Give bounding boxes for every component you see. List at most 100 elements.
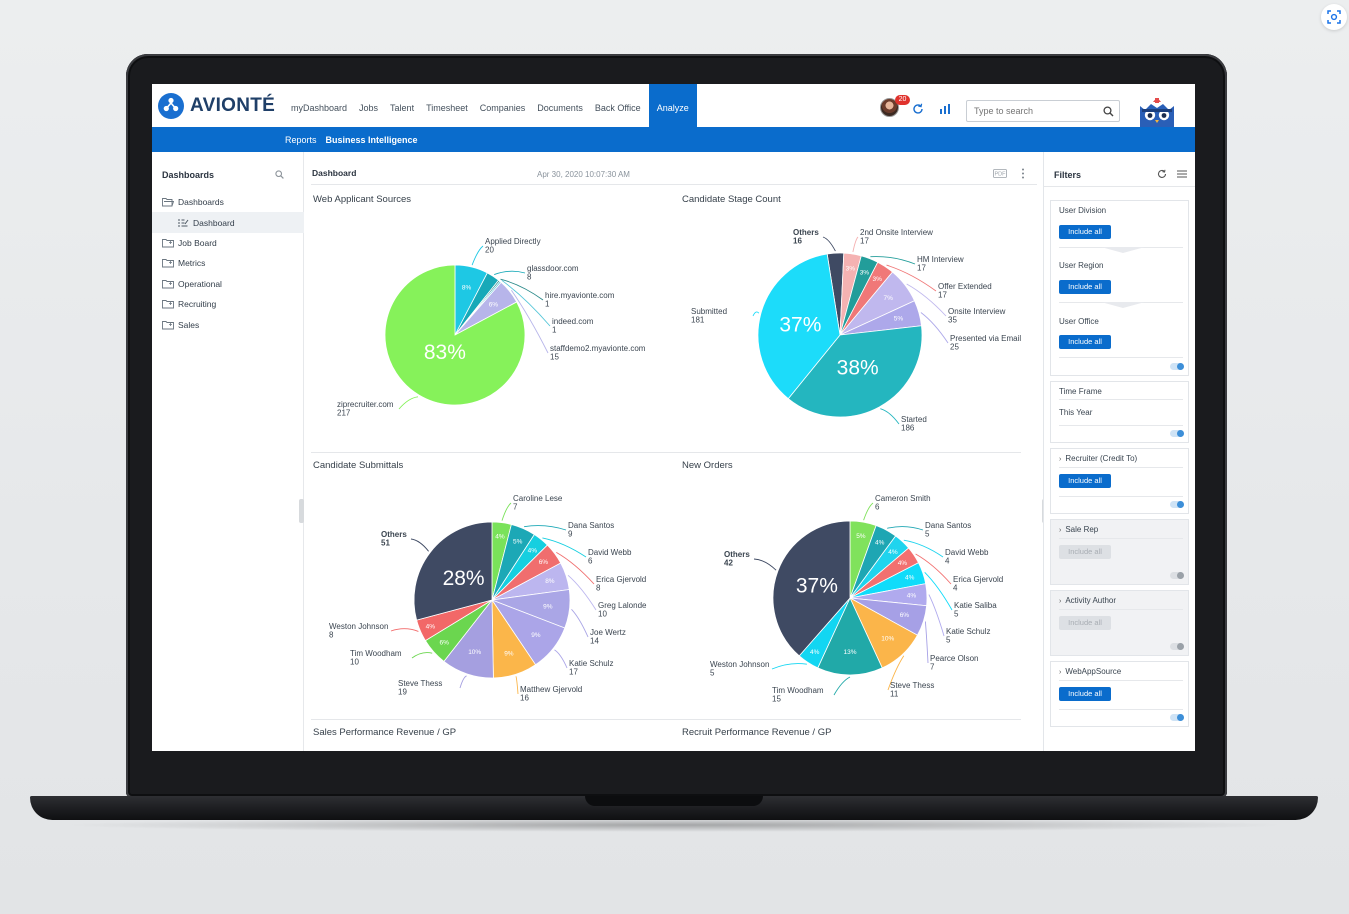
filter-toggle[interactable] xyxy=(1170,501,1184,508)
sidebar-search-icon[interactable] xyxy=(275,170,284,179)
refresh-icon[interactable] xyxy=(912,103,924,115)
nav-timesheet[interactable]: Timesheet xyxy=(426,103,468,113)
slice-value-label: 15 xyxy=(550,353,559,362)
pie-slice[interactable] xyxy=(757,253,841,400)
slice-value-label: 19 xyxy=(398,688,407,697)
filter-label-user-division: User Division xyxy=(1059,206,1107,215)
slice-percent-label: 7% xyxy=(883,295,893,302)
folder-icon xyxy=(162,259,174,268)
sidebar-item-operational[interactable]: Operational xyxy=(152,274,304,294)
leader-line xyxy=(524,525,567,531)
dashboard-header: Dashboard Apr 30, 2020 10:07:30 AM PDF xyxy=(305,152,1043,184)
nav-companies[interactable]: Companies xyxy=(479,103,526,113)
pie-slice[interactable] xyxy=(384,264,526,406)
owl-mascot-icon[interactable] xyxy=(1137,96,1177,127)
slice-percent-label: 6% xyxy=(439,640,449,647)
logo[interactable]: AVIONTÉ xyxy=(158,93,275,119)
sidebar-item-job-board[interactable]: Job Board xyxy=(152,233,304,253)
more-options-icon[interactable] xyxy=(1021,168,1025,179)
row-divider xyxy=(311,452,1021,453)
sub-nav-bar: Reports Business Intelligence xyxy=(152,127,1195,152)
include-all-user-region-button[interactable]: Include all xyxy=(1059,280,1111,294)
pie-slice[interactable] xyxy=(817,597,883,676)
include-all-user-office-button[interactable]: Include all xyxy=(1059,335,1111,349)
slice-name-label: Weston Johnson xyxy=(329,622,388,631)
slice-percent-label: 8% xyxy=(462,284,472,291)
sidebar-item-sales[interactable]: Sales xyxy=(152,314,304,334)
sidebar-item-dashboard[interactable]: Dashboard xyxy=(152,212,304,233)
leader-line xyxy=(870,256,916,265)
filter-toggle[interactable] xyxy=(1170,714,1184,721)
user-avatar-button[interactable]: 20 xyxy=(880,95,910,118)
slice-name-label: Others xyxy=(724,550,750,559)
filter-toggle xyxy=(1170,643,1184,650)
filter-value-time-frame[interactable]: This Year xyxy=(1059,408,1093,417)
slice-value-label: 51 xyxy=(381,539,390,548)
pie-slice[interactable] xyxy=(787,325,923,418)
slice-name-label: Others xyxy=(793,228,819,237)
main-nav: myDashboard Jobs Talent Timesheet Compan… xyxy=(285,84,697,127)
slice-value-label: 8 xyxy=(329,631,334,640)
filter-group-activity-author: › Activity Author Include all xyxy=(1050,590,1189,656)
slice-name-label: Caroline Lese xyxy=(513,494,563,503)
filter-label-activity-author[interactable]: › Activity Author xyxy=(1059,596,1116,605)
folder-icon xyxy=(162,320,174,329)
sidebar-item-dashboards[interactable]: Dashboards xyxy=(152,192,304,212)
nav-jobs[interactable]: Jobs xyxy=(359,103,379,113)
include-all-webappsource-button[interactable]: Include all xyxy=(1059,687,1111,701)
subnav-reports[interactable]: Reports xyxy=(285,134,317,145)
bar-chart-icon[interactable] xyxy=(939,103,951,115)
nav-documents[interactable]: Documents xyxy=(537,103,583,113)
chevron-right-icon: › xyxy=(1059,669,1062,676)
filters-menu-icon[interactable] xyxy=(1177,170,1187,178)
dashboard-list-icon xyxy=(178,219,189,227)
include-all-recruiter-button[interactable]: Include all xyxy=(1059,474,1111,488)
chevron-right-icon: › xyxy=(1059,527,1062,534)
filter-toggle[interactable] xyxy=(1170,363,1184,370)
top-bar: AVIONTÉ myDashboard Jobs Talent Timeshee… xyxy=(152,84,1195,127)
slice-value-label: 8 xyxy=(527,273,532,282)
slice-name-label: Erica Gjervold xyxy=(596,575,646,584)
filter-toggle[interactable] xyxy=(1170,430,1184,437)
leader-line xyxy=(863,502,874,521)
filter-separator xyxy=(1059,496,1183,497)
screen-capture-icon[interactable] xyxy=(1321,4,1347,30)
header-divider xyxy=(311,184,1037,185)
slice-name-label: Katie Schulz xyxy=(946,627,990,636)
pdf-export-icon[interactable]: PDF xyxy=(993,169,1007,178)
slice-value-label: 7 xyxy=(513,503,518,512)
subnav-business-intelligence[interactable]: Business Intelligence xyxy=(325,134,418,145)
leader-line xyxy=(928,594,945,637)
slice-percent-label: 6% xyxy=(900,612,910,619)
leader-line xyxy=(903,539,944,558)
slice-name-label: Presented via Email xyxy=(950,334,1021,343)
slice-value-label: 6 xyxy=(875,503,880,512)
slice-value-label: 17 xyxy=(917,264,926,273)
sidebar-collapse-handle[interactable] xyxy=(299,499,304,523)
include-all-user-division-button[interactable]: Include all xyxy=(1059,225,1111,239)
reset-filters-icon[interactable] xyxy=(1157,169,1167,179)
nav-mydashboard[interactable]: myDashboard xyxy=(291,103,348,113)
slice-percent-label: 5% xyxy=(856,533,866,540)
folder-icon xyxy=(162,239,174,248)
filter-group-user-org: User Division Include all User Region In… xyxy=(1050,200,1189,376)
search-icon[interactable] xyxy=(1103,106,1114,117)
slice-name-label: Applied Directly xyxy=(485,237,541,246)
sidebar-item-label: Dashboards xyxy=(178,197,224,208)
slice-value-label: 6 xyxy=(588,557,593,566)
sidebar-item-metrics[interactable]: Metrics xyxy=(152,253,304,273)
panel-title-web-applicant-sources: Web Applicant Sources xyxy=(313,194,412,205)
nav-talent[interactable]: Talent xyxy=(390,103,415,113)
pie-slice[interactable] xyxy=(772,520,851,657)
leader-line xyxy=(542,537,587,558)
sidebar-item-recruiting[interactable]: Recruiting xyxy=(152,294,304,314)
nav-back-office[interactable]: Back Office xyxy=(594,103,641,113)
filter-label-recruiter[interactable]: › Recruiter (Credit To) xyxy=(1059,454,1137,463)
pie-slice[interactable] xyxy=(413,521,493,621)
leader-line xyxy=(886,264,937,292)
search-input[interactable] xyxy=(974,104,1092,118)
filter-label-webappsource[interactable]: › WebAppSource xyxy=(1059,667,1121,676)
filter-label-sale-rep[interactable]: › Sale Rep xyxy=(1059,525,1098,534)
nav-analyze[interactable]: Analyze xyxy=(648,84,697,127)
